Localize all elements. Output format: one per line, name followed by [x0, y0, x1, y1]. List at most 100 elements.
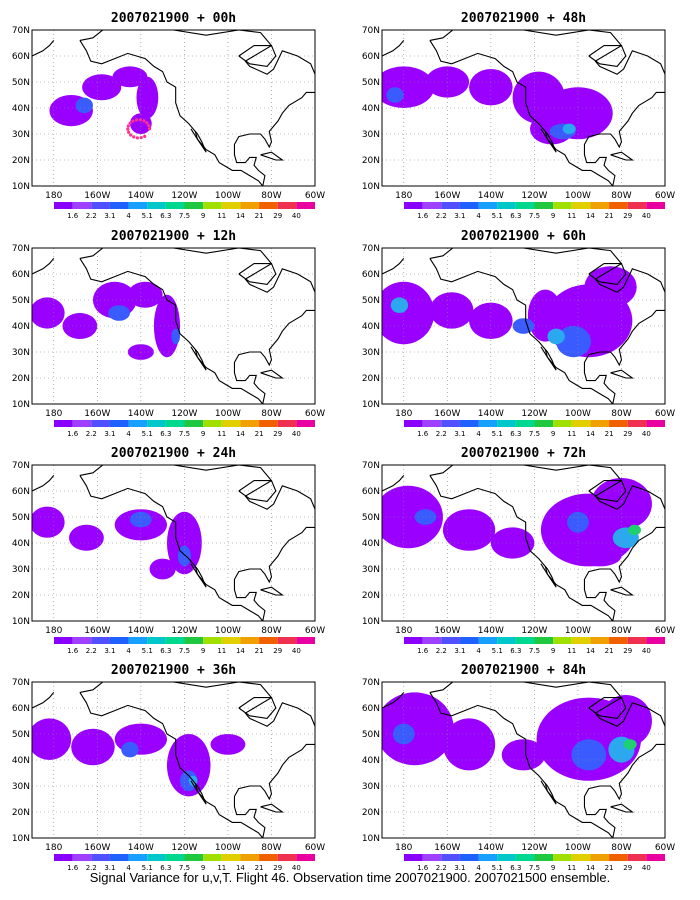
- colorbar-label: 4: [476, 430, 481, 438]
- lon-label: 160W: [434, 191, 460, 201]
- panel-title: 2007021900 + 84h: [461, 663, 586, 678]
- lon-label: 60W: [655, 626, 675, 636]
- colorbar-label: 9: [201, 212, 205, 220]
- lat-label: 60N: [362, 487, 380, 497]
- map-panel: 2007021900 + 36h 10N 20N 30N 40N 50N 60N 70N 180…: [12, 663, 325, 872]
- lat-label: 20N: [12, 591, 30, 601]
- colorbar-swatch: [128, 854, 148, 861]
- lat-label: 40N: [12, 322, 30, 332]
- lon-label: 120W: [171, 843, 197, 853]
- colorbar-swatch: [571, 420, 591, 427]
- lat-label: 30N: [362, 348, 380, 358]
- lat-label: 30N: [12, 130, 30, 140]
- lat-label: 20N: [12, 808, 30, 818]
- colorbar-swatch: [109, 637, 129, 644]
- figure-caption: Signal Variance for u,v,T. Flight 46. Ob…: [89, 870, 611, 885]
- colorbar-label: 1.6: [67, 864, 79, 872]
- colorbar-label: 29: [623, 430, 632, 438]
- colorbar-swatch: [553, 420, 572, 427]
- colorbar-label: 7.5: [179, 864, 190, 872]
- shade-purple: [490, 527, 535, 559]
- shade-blue: [75, 97, 93, 114]
- colorbar-label: 14: [586, 647, 595, 655]
- colorbar-swatch: [240, 637, 260, 644]
- colorbar-swatch: [240, 202, 260, 209]
- colorbar-swatch: [277, 420, 297, 427]
- colorbar-swatch: [221, 637, 241, 644]
- colorbar-label: 2.2: [86, 864, 97, 872]
- colorbar-label: 6.3: [160, 430, 171, 438]
- lon-label: 180: [395, 191, 412, 201]
- colorbar-swatch: [553, 202, 572, 209]
- colorbar-swatch: [91, 202, 110, 209]
- lat-label: 70N: [12, 26, 30, 36]
- map-panel: 2007021900 + 84h 10N 20N 30N 40N 50N 60N 70N 180…: [362, 663, 675, 872]
- colorbar-label: 29: [273, 647, 282, 655]
- shade-purple: [62, 313, 98, 339]
- lat-label: 70N: [362, 678, 380, 688]
- colorbar-swatch: [259, 420, 278, 427]
- colorbar-swatch: [646, 420, 665, 427]
- lat-label: 20N: [362, 808, 380, 818]
- colorbar-swatch: [221, 854, 241, 861]
- lon-label: 160W: [434, 626, 460, 636]
- shade-cyan: [547, 328, 565, 345]
- lat-label: 70N: [362, 26, 380, 36]
- shade-blue: [567, 511, 589, 533]
- lat-label: 30N: [12, 348, 30, 358]
- shade-green: [627, 524, 642, 536]
- lon-label: 60W: [655, 843, 675, 853]
- lon-label: 60W: [305, 191, 325, 201]
- colorbar-label: 21: [605, 430, 614, 438]
- colorbar-label: 7.5: [529, 212, 540, 220]
- colorbar-label: 7.5: [529, 430, 540, 438]
- colorbar-swatch: [609, 637, 628, 644]
- shade-purple: [442, 509, 496, 551]
- colorbar-swatch: [277, 854, 297, 861]
- coastline: [32, 248, 315, 404]
- colorbar-label: 7.5: [179, 212, 190, 220]
- colorbar-swatch: [609, 202, 628, 209]
- lon-label: 160W: [84, 191, 110, 201]
- colorbar-swatch: [147, 420, 166, 427]
- lon-label: 100W: [565, 626, 591, 636]
- colorbar-label: 40: [642, 647, 651, 655]
- lat-label: 60N: [362, 52, 380, 62]
- colorbar-swatch: [109, 420, 129, 427]
- lat-label: 10N: [12, 182, 30, 192]
- colorbar-label: 14: [236, 864, 245, 872]
- shade-purple: [382, 692, 454, 766]
- lon-label: 140W: [478, 409, 504, 419]
- colorbar-swatch: [441, 854, 460, 861]
- lat-label: 20N: [12, 156, 30, 166]
- lon-label: 160W: [434, 843, 460, 853]
- colorbar-label: 2.2: [436, 430, 447, 438]
- colorbar-label: 9: [551, 647, 555, 655]
- colorbar-swatch: [91, 420, 110, 427]
- map-panel: 2007021900 + 48h 10N 20N 30N 40N 50N 60N 70N 180…: [362, 11, 675, 220]
- colorbar: 1.6 2.2 3.1 4 5.1 6.3 7.5 9 11 14 21 29 40: [54, 202, 315, 220]
- lat-label: 70N: [12, 678, 30, 688]
- lat-label: 50N: [362, 513, 380, 523]
- colorbar-label: 9: [201, 864, 205, 872]
- colorbar-label: 7.5: [529, 647, 540, 655]
- lon-label: 180: [45, 843, 62, 853]
- colorbar-label: 9: [551, 864, 555, 872]
- colorbar-label: 14: [586, 212, 595, 220]
- shade-purple: [136, 76, 159, 119]
- lat-label: 50N: [362, 730, 380, 740]
- colorbar-label: 5.1: [492, 864, 503, 872]
- colorbar-swatch: [259, 202, 278, 209]
- colorbar-label: 3.1: [454, 864, 465, 872]
- lat-label: 40N: [362, 322, 380, 332]
- lon-label: 180: [45, 626, 62, 636]
- coastline: [382, 465, 665, 621]
- colorbar-swatch: [534, 854, 554, 861]
- lon-label: 120W: [171, 626, 197, 636]
- colorbar-swatch: [54, 420, 73, 427]
- shade-purple: [577, 545, 622, 567]
- lon-label: 120W: [521, 191, 547, 201]
- colorbar-label: 2.2: [436, 647, 447, 655]
- lon-label: 100W: [565, 191, 591, 201]
- colorbar-swatch: [91, 637, 110, 644]
